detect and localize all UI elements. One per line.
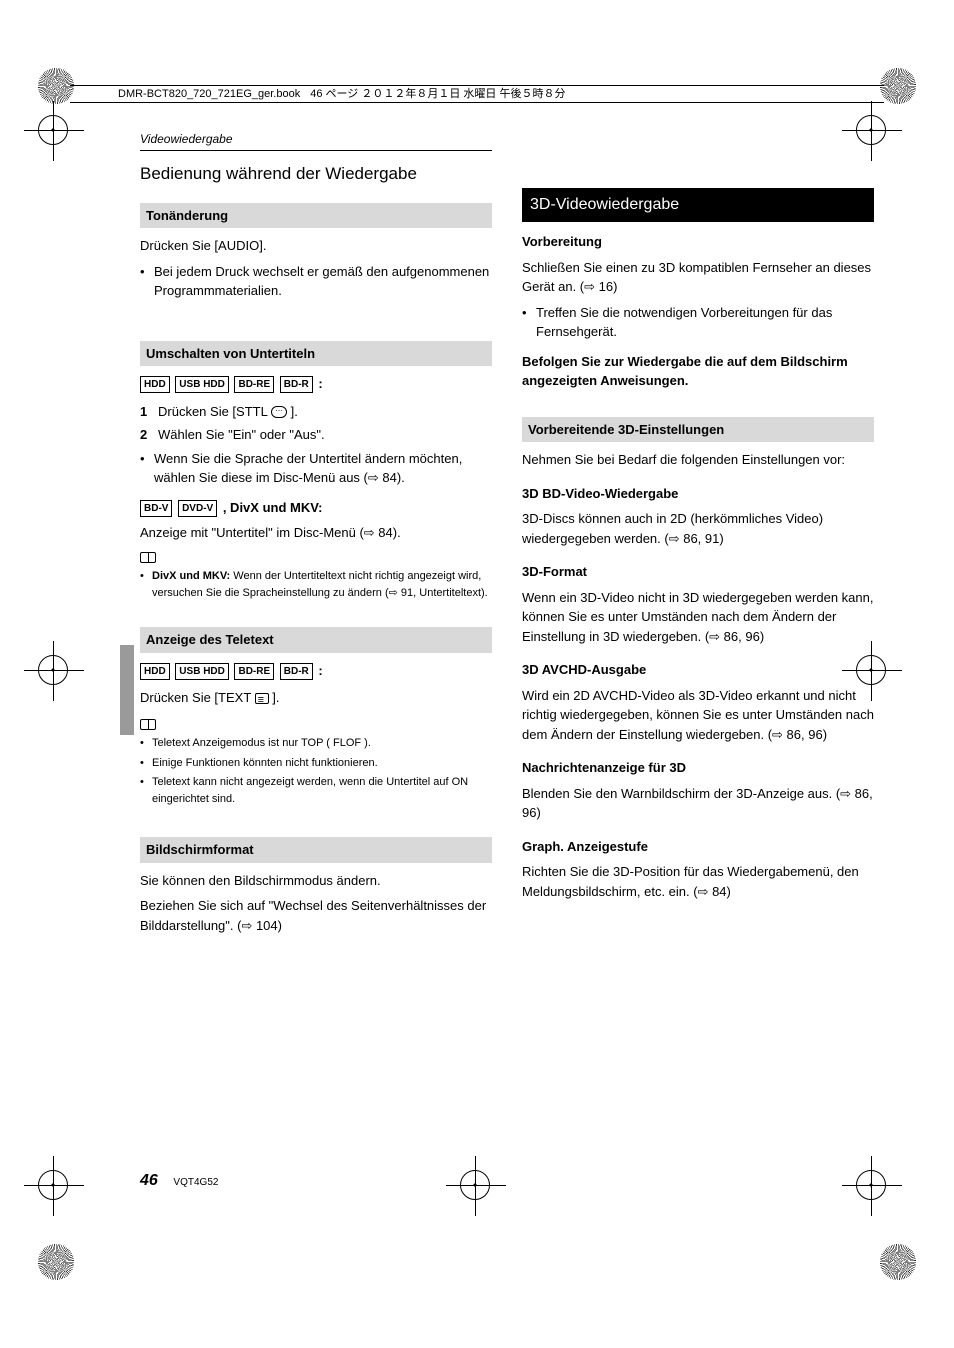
- text-line: Anzeige mit "Untertitel" im Disc-Menü (⇨…: [140, 523, 492, 543]
- note-text: Teletext Anzeigemodus ist nur TOP ( FLOF…: [152, 735, 492, 752]
- media-tag: BD-RE: [234, 663, 274, 680]
- registration-mark: [880, 1244, 916, 1280]
- item-title: 3D BD-Video-Wiedergabe: [522, 484, 874, 504]
- note-icon-row: [140, 549, 492, 569]
- bullet-dot: •: [140, 774, 152, 807]
- numbered-step: 2 Wählen Sie "Ein" oder "Aus".: [140, 425, 492, 445]
- sub-header-teletext: Anzeige des Teletext: [140, 627, 492, 653]
- media-tags-row: HDD USB HDD BD-RE BD-R :: [140, 661, 492, 681]
- text-icon: [255, 693, 269, 704]
- bullet-item: • Treffen Sie die notwendigen Vorbereitu…: [522, 303, 874, 342]
- section-header-3d: 3D-Videowiedergabe: [522, 188, 874, 222]
- crosshair-mark: [38, 1170, 88, 1220]
- bullet-text: Wenn Sie die Sprache der Untertitel ände…: [154, 449, 492, 488]
- media-tag: BD-R: [280, 663, 313, 680]
- note-text: DivX und MKV: Wenn der Untertiteltext ni…: [152, 568, 492, 601]
- crosshair-mark: [38, 655, 88, 705]
- note-bullet: • Teletext kann nicht angezeigt werden, …: [140, 774, 492, 807]
- text-line: Drücken Sie [AUDIO].: [140, 236, 492, 256]
- left-column: Videowiedergabe Bedienung während der Wi…: [140, 130, 492, 941]
- note-icon: [140, 719, 156, 730]
- step-number: 1: [140, 402, 158, 422]
- text-line: Beziehen Sie sich auf "Wechsel des Seite…: [140, 896, 492, 935]
- right-column: 3D-Videowiedergabe Vorbereitung Schließe…: [522, 188, 874, 941]
- side-tab: [120, 645, 134, 735]
- numbered-step: 1 Drücken Sie [STTL ⋯ ].: [140, 402, 492, 422]
- bullet-dot: •: [140, 262, 154, 301]
- text-line: Drücken Sie [TEXT ].: [140, 688, 492, 708]
- tags-suffix: :: [318, 663, 322, 678]
- media-tag: BD-RE: [234, 376, 274, 393]
- registration-mark: [38, 1244, 74, 1280]
- note-icon: [140, 552, 156, 563]
- item-title: Graph. Anzeigestufe: [522, 837, 874, 857]
- media-tags-row: HDD USB HDD BD-RE BD-R :: [140, 374, 492, 394]
- step-text: Drücken Sie [STTL ⋯ ].: [158, 402, 298, 422]
- media-tag: HDD: [140, 376, 170, 393]
- note-bullet: • Einige Funktionen könnten nicht funkti…: [140, 755, 492, 772]
- text-line: Sie können den Bildschirmmodus ändern.: [140, 871, 492, 891]
- note-text: Teletext kann nicht angezeigt werden, we…: [152, 774, 492, 807]
- item-title: 3D-Format: [522, 562, 874, 582]
- media-tag: USB HDD: [175, 663, 229, 680]
- text-line: Nehmen Sie bei Bedarf die folgenden Eins…: [522, 450, 874, 470]
- bullet-dot: •: [140, 449, 154, 488]
- page-number: 46: [140, 1172, 158, 1189]
- item-text: Wenn ein 3D-Video nicht in 3D wiedergege…: [522, 588, 874, 647]
- sub-header-3d-settings: Vorbereitende 3D-Einstellungen: [522, 417, 874, 443]
- document-header-bar: DMR-BCT820_720_721EG_ger.book 46 ページ ２０１…: [70, 85, 884, 103]
- tags-suffix: :: [318, 376, 322, 391]
- prep-header: Vorbereitung: [522, 232, 874, 252]
- item-text: Richten Sie die 3D-Position für das Wied…: [522, 862, 874, 901]
- text-line: Schließen Sie einen zu 3D kompatiblen Fe…: [522, 258, 874, 297]
- media-tag: BD-R: [280, 376, 313, 393]
- bullet-dot: •: [140, 735, 152, 752]
- filename-text: DMR-BCT820_720_721EG_ger.book: [118, 86, 300, 103]
- bullet-text: Treffen Sie die notwendigen Vorbereitung…: [536, 303, 874, 342]
- doc-code: VQT4G52: [173, 1177, 218, 1188]
- media-tag: USB HDD: [175, 376, 229, 393]
- crosshair-mark: [856, 1170, 906, 1220]
- page-info-text: 46 ページ ２０１２年８月１日 水曜日 午後５時８分: [310, 86, 565, 103]
- bullet-dot: •: [522, 303, 536, 342]
- note-bullet: • Teletext Anzeigemodus ist nur TOP ( FL…: [140, 735, 492, 752]
- note-icon-row: [140, 716, 492, 736]
- content-area: Videowiedergabe Bedienung während der Wi…: [140, 130, 874, 941]
- sttl-icon: ⋯: [271, 406, 287, 418]
- bullet-item: • Bei jedem Druck wechselt er gemäß den …: [140, 262, 492, 301]
- crosshair-mark: [460, 1170, 510, 1220]
- bullet-item: • Wenn Sie die Sprache der Untertitel än…: [140, 449, 492, 488]
- bullet-dot: •: [140, 755, 152, 772]
- step-number: 2: [140, 425, 158, 445]
- bullet-dot: •: [140, 568, 152, 601]
- media-tag: HDD: [140, 663, 170, 680]
- registration-mark: [38, 68, 74, 104]
- sub-header-tonaenderung: Tonänderung: [140, 203, 492, 229]
- page-footer: 46 VQT4G52: [140, 1169, 218, 1193]
- sub-header-untertitel: Umschalten von Untertiteln: [140, 341, 492, 367]
- note-text: Einige Funktionen könnten nicht funktion…: [152, 755, 492, 772]
- crosshair-mark: [38, 115, 88, 165]
- tags-suffix: , DivX und MKV:: [223, 500, 323, 515]
- registration-mark: [880, 68, 916, 104]
- bullet-text: Bei jedem Druck wechselt er gemäß den au…: [154, 262, 492, 301]
- breadcrumb: Videowiedergabe: [140, 130, 492, 151]
- item-text: Wird ein 2D AVCHD-Video als 3D-Video erk…: [522, 686, 874, 745]
- note-bullet: • DivX und MKV: Wenn der Untertiteltext …: [140, 568, 492, 601]
- sub-header-bildschirmformat: Bildschirmformat: [140, 837, 492, 863]
- item-text: Blenden Sie den Warnbildschirm der 3D-An…: [522, 784, 874, 823]
- bold-instruction: Befolgen Sie zur Wiedergabe die auf dem …: [522, 352, 874, 391]
- item-title: 3D AVCHD-Ausgabe: [522, 660, 874, 680]
- media-tag: BD-V: [140, 500, 172, 517]
- item-text: 3D-Discs können auch in 2D (herkömmliche…: [522, 509, 874, 548]
- media-tags-row: BD-V DVD-V , DivX und MKV:: [140, 498, 492, 518]
- step-text: Wählen Sie "Ein" oder "Aus".: [158, 425, 325, 445]
- main-title: Bedienung während der Wiedergabe: [140, 161, 492, 187]
- item-title: Nachrichtenanzeige für 3D: [522, 758, 874, 778]
- media-tag: DVD-V: [178, 500, 217, 517]
